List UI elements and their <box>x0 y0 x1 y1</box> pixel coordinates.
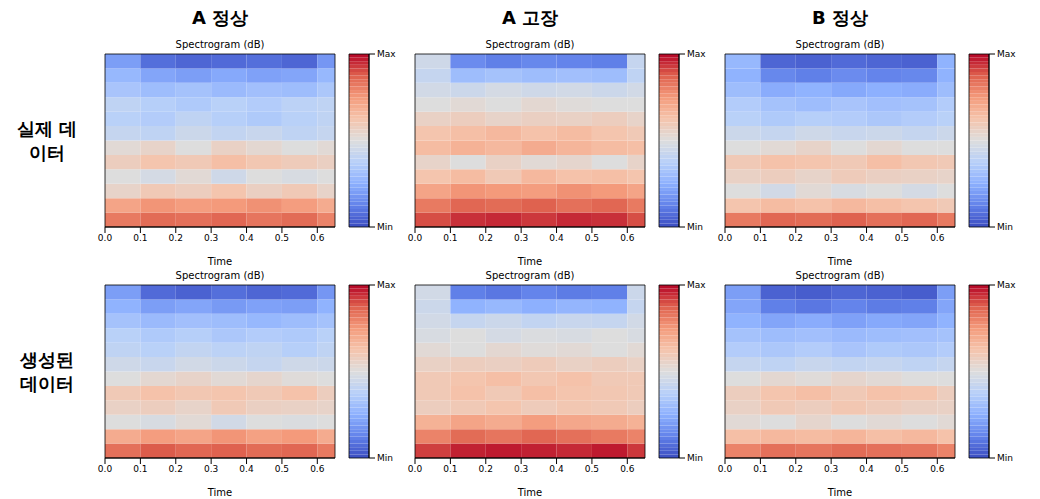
svg-text:0.6: 0.6 <box>930 233 945 243</box>
svg-text:Time: Time <box>827 487 852 498</box>
html-text:생성된 데이터: 생성된 데이터 <box>20 349 74 394</box>
svg-text:0.6: 0.6 <box>310 464 325 474</box>
svg-text:0.6: 0.6 <box>310 233 325 243</box>
svg-text:Max: Max <box>687 280 706 290</box>
svg-text:0.3: 0.3 <box>204 464 218 474</box>
svg-text:0.0: 0.0 <box>718 233 733 243</box>
svg-text:0.3: 0.3 <box>824 464 838 474</box>
html-text:B 정상: B 정상 <box>812 7 868 28</box>
svg-text:Min: Min <box>377 222 393 232</box>
svg-text:Max: Max <box>687 49 706 59</box>
svg-text:0.1: 0.1 <box>753 233 767 243</box>
html-text:Spectrogram (dB): Spectrogram (dB) <box>175 270 265 281</box>
svg-text:0.5: 0.5 <box>895 233 909 243</box>
svg-text:0.5: 0.5 <box>585 233 599 243</box>
html-text:Spectrogram (dB): Spectrogram (dB) <box>795 270 885 281</box>
svg-text:0.4: 0.4 <box>549 233 564 243</box>
svg-text:0.5: 0.5 <box>275 464 289 474</box>
html-text:Spectrogram (dB): Spectrogram (dB) <box>485 39 575 50</box>
svg-text:Time: Time <box>207 256 232 267</box>
svg-text:0.2: 0.2 <box>479 233 493 243</box>
svg-text:Min: Min <box>687 453 703 463</box>
html-text:Spectrogram (dB): Spectrogram (dB) <box>485 270 575 281</box>
html-text:Spectrogram (dB): Spectrogram (dB) <box>795 39 885 50</box>
html-text:Spectrogram (dB): Spectrogram (dB) <box>175 39 265 50</box>
svg-text:0.1: 0.1 <box>443 233 457 243</box>
html-text:A 정상: A 정상 <box>191 7 249 28</box>
svg-text:0.6: 0.6 <box>930 464 945 474</box>
html-text:A 고장: A 고장 <box>501 7 559 28</box>
svg-text:0.6: 0.6 <box>620 233 635 243</box>
svg-text:Max: Max <box>377 280 396 290</box>
svg-text:0.2: 0.2 <box>789 464 803 474</box>
svg-text:Time: Time <box>517 487 542 498</box>
svg-text:Time: Time <box>517 256 542 267</box>
svg-text:0.2: 0.2 <box>479 464 493 474</box>
svg-text:Max: Max <box>377 49 396 59</box>
svg-text:Time: Time <box>207 487 232 498</box>
svg-text:0.4: 0.4 <box>239 233 254 243</box>
svg-text:0.1: 0.1 <box>443 464 457 474</box>
svg-text:0.2: 0.2 <box>789 233 803 243</box>
svg-text:0.2: 0.2 <box>169 464 183 474</box>
svg-text:0.3: 0.3 <box>514 464 528 474</box>
html-text:실제 데이터: 실제 데이터 <box>16 118 78 163</box>
svg-text:0.0: 0.0 <box>408 464 423 474</box>
svg-text:0.3: 0.3 <box>824 233 838 243</box>
svg-text:0.1: 0.1 <box>753 464 767 474</box>
svg-text:Time: Time <box>827 256 852 267</box>
svg-text:Min: Min <box>997 453 1013 463</box>
svg-text:0.0: 0.0 <box>718 464 733 474</box>
svg-text:0.2: 0.2 <box>169 233 183 243</box>
svg-text:0.5: 0.5 <box>275 233 289 243</box>
svg-text:Min: Min <box>377 453 393 463</box>
svg-text:Max: Max <box>997 280 1016 290</box>
svg-text:0.3: 0.3 <box>514 233 528 243</box>
svg-text:0.0: 0.0 <box>98 233 113 243</box>
svg-text:0.5: 0.5 <box>895 464 909 474</box>
svg-text:0.1: 0.1 <box>133 233 147 243</box>
svg-text:0.6: 0.6 <box>620 464 635 474</box>
svg-text:0.4: 0.4 <box>859 233 874 243</box>
svg-text:0.5: 0.5 <box>585 464 599 474</box>
svg-text:0.4: 0.4 <box>239 464 254 474</box>
svg-text:0.1: 0.1 <box>133 464 147 474</box>
svg-text:Min: Min <box>997 222 1013 232</box>
svg-text:Min: Min <box>687 222 703 232</box>
svg-text:0.3: 0.3 <box>204 233 218 243</box>
svg-text:Max: Max <box>997 49 1016 59</box>
svg-text:0.4: 0.4 <box>549 464 564 474</box>
svg-text:0.4: 0.4 <box>859 464 874 474</box>
svg-text:0.0: 0.0 <box>98 464 113 474</box>
svg-text:0.0: 0.0 <box>408 233 423 243</box>
